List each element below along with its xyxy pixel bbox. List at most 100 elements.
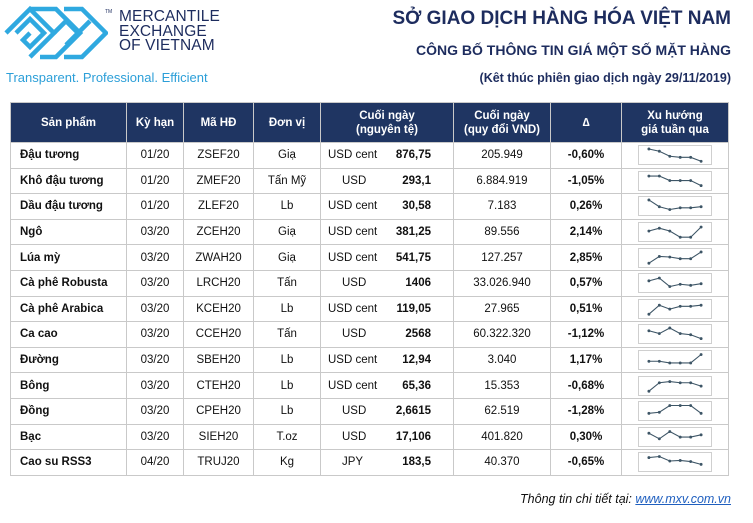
page-subtitle: CÔNG BỐ THÔNG TIN GIÁ MỘT SỐ MẶT HÀNG [416,42,731,58]
trend-sparkline-cell [621,269,729,297]
table-row: Ca cao 03/20 CCEH20 Tấn USD 2568 60.322.320 -1,… [10,321,729,348]
table-row: Đậu tương 01/20 ZSEF20 Giạ USD cent 876,75 205… [10,142,729,169]
unit-cell: T.oz [253,423,321,451]
close-original-cell: USD cent 541,75 [320,244,454,271]
price-value: 293,1 [402,174,431,187]
vnd-price-cell: 15.353 [453,372,551,399]
contract-cell: LRCH20 [183,269,254,297]
contract-cell: ZSEF20 [183,142,254,169]
change-cell: 0,51% [550,295,622,323]
col-header-contract: Mã HĐ [183,102,254,143]
col-header-close-original: Cuối ngày (nguyên tệ) [320,102,454,143]
price-value: 65,36 [402,379,431,392]
trend-sparkline-cell [621,218,729,246]
unit-cell: Giạ [253,218,321,246]
vnd-price-cell: 127.257 [453,244,551,271]
change-cell: -0,65% [550,449,622,476]
trend-sparkline-cell [621,193,729,220]
close-original-cell: USD cent 119,05 [320,295,454,323]
vnd-price-cell: 6.884.919 [453,167,551,195]
page-title: SỞ GIAO DỊCH HÀNG HÓA VIỆT NAM [392,8,731,29]
close-original-cell: JPY 183,5 [320,449,454,476]
contract-cell: CPEH20 [183,397,254,425]
price-value: 876,75 [395,149,431,162]
term-cell: 01/20 [126,167,184,195]
change-cell: 0,30% [550,423,622,451]
product-cell: Đậu tương [10,142,127,169]
price-value: 381,25 [395,226,431,239]
footer-info: Thông tin chi tiết tại: www.mxv.com.vn [520,492,731,506]
vnd-price-cell: 27.965 [453,295,551,323]
currency-label: USD cent [328,251,378,264]
table-row: Lúa mỳ 03/20 ZWAH20 Giạ USD cent 541,75 127.25… [10,244,729,271]
logo-line-2: EXCHANGE [119,22,207,40]
change-cell: -1,12% [550,321,622,348]
product-cell: Ca cao [10,321,127,348]
trend-sparkline-cell [621,244,729,271]
currency-label: USD [342,430,367,443]
sparkline-chart-icon [638,247,712,268]
unit-cell: Tấn Mỹ [253,167,321,195]
trend-sparkline-cell [621,295,729,323]
product-cell: Đồng [10,397,127,425]
unit-cell: Tấn [253,269,321,297]
col-header-line: giá tuần qua [641,123,709,136]
logo-tagline: Transparent. Professional. Efficient [6,70,208,85]
price-value: 17,106 [395,430,431,443]
trend-sparkline-cell [621,372,729,399]
price-value: 541,75 [395,251,431,264]
mxv-logo: TM MERCANTILE EXCHANGE OF VIETNAM Transp… [4,4,244,90]
contract-cell: ZMEF20 [183,167,254,195]
currency-label: USD cent [328,302,378,315]
change-cell: 0,57% [550,269,622,297]
vnd-price-cell: 7.183 [453,193,551,220]
trend-sparkline-cell [621,346,729,374]
trend-sparkline-cell [621,397,729,425]
sparkline-chart-icon [638,222,712,243]
vnd-price-cell: 401.820 [453,423,551,451]
currency-label: USD [342,405,367,418]
trademark-mark: TM [105,9,113,15]
term-cell: 03/20 [126,372,184,399]
unit-cell: Lb [253,397,321,425]
currency-label: USD [342,328,367,341]
product-cell: Cà phê Arabica [10,295,127,323]
product-cell: Ngô [10,218,127,246]
close-original-cell: USD 17,106 [320,423,454,451]
close-original-cell: USD cent 876,75 [320,142,454,169]
currency-label: USD [342,277,367,290]
unit-cell: Tấn [253,321,321,348]
sparkline-chart-icon [638,170,712,191]
vnd-price-cell: 89.556 [453,218,551,246]
logo-wordmark: MERCANTILE EXCHANGE OF VIETNAM [119,8,220,54]
table-row: Đồng 03/20 CPEH20 Lb USD 2,6615 62.519 -1,28% [10,397,729,425]
product-cell: Khô đậu tương [10,167,127,195]
unit-cell: Kg [253,449,321,476]
close-original-cell: USD 2,6615 [320,397,454,425]
trend-sparkline-cell [621,321,729,348]
sparkline-chart-icon [638,452,712,473]
contract-cell: SIEH20 [183,423,254,451]
vnd-price-cell: 60.322.320 [453,321,551,348]
currency-label: USD cent [328,379,378,392]
term-cell: 03/20 [126,269,184,297]
term-cell: 03/20 [126,295,184,323]
table-row: Cà phê Robusta 03/20 LRCH20 Tấn USD 1406 33.02… [10,269,729,297]
col-header-line: (quy đổi VND) [463,123,541,136]
price-value: 1406 [405,277,431,290]
vnd-price-cell: 40.370 [453,449,551,476]
vnd-price-cell: 33.026.940 [453,269,551,297]
contract-cell: TRUJ20 [183,449,254,476]
contract-cell: ZWAH20 [183,244,254,271]
table-row: Ngô 03/20 ZCEH20 Giạ USD cent 381,25 89.556 2,1… [10,218,729,246]
close-original-cell: USD cent 65,36 [320,372,454,399]
close-original-cell: USD 1406 [320,269,454,297]
session-date-note: (Kêt thúc phiên giao dịch ngày 29/11/201… [479,71,731,85]
sparkline-chart-icon [638,426,712,447]
contract-cell: CCEH20 [183,321,254,348]
sparkline-chart-icon [638,196,712,217]
mxv-website-link[interactable]: www.mxv.com.vn [635,492,731,506]
currency-label: USD cent [328,149,378,162]
logo-line-1: MERCANTILE [119,8,220,25]
trend-sparkline-cell [621,142,729,169]
